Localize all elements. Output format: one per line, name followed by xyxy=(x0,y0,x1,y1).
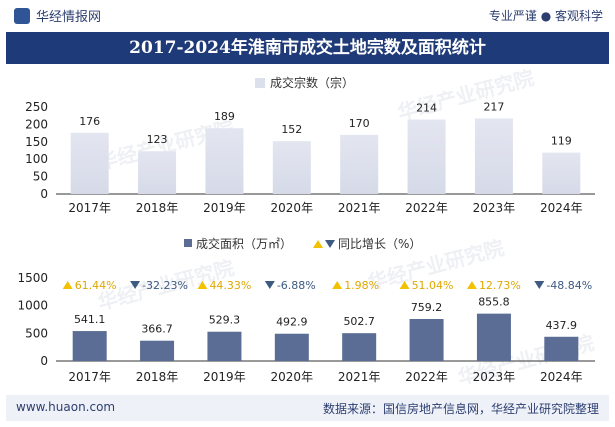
bar-value-label: 437.9 xyxy=(546,319,578,332)
bar-value-label: 119 xyxy=(551,135,572,148)
y-tick-label: 50 xyxy=(33,170,48,184)
x-tick-label: 2018年 xyxy=(136,370,179,384)
bar-value-label: 189 xyxy=(214,110,235,123)
brand: 华经情报网 xyxy=(14,6,101,25)
x-tick-label: 2021年 xyxy=(338,370,381,384)
bar-count xyxy=(205,128,244,194)
x-tick-label: 2023年 xyxy=(473,370,516,384)
legend-swatch-count xyxy=(255,78,265,88)
bar-count xyxy=(542,152,581,194)
bar-value-label: 541.1 xyxy=(74,313,106,326)
bar-area xyxy=(274,333,309,361)
bar-count xyxy=(474,118,513,194)
growth-up-triangle-icon xyxy=(466,281,477,289)
x-tick-label: 2021年 xyxy=(338,201,381,215)
growth-up-triangle-icon xyxy=(399,281,410,289)
bar-value-label: 176 xyxy=(79,115,100,128)
bar-area xyxy=(544,336,579,361)
growth-down-triangle-icon xyxy=(534,281,545,289)
growth-up-triangle-icon xyxy=(197,281,208,289)
x-tick-label: 2018年 xyxy=(136,201,179,215)
bar-count xyxy=(272,141,311,194)
y-tick-label: 150 xyxy=(25,135,48,149)
x-tick-label: 2017年 xyxy=(68,370,111,384)
y-tick-label: 1500 xyxy=(17,271,48,285)
bar-count xyxy=(340,134,379,194)
x-tick-label: 2023年 xyxy=(473,201,516,215)
brand-logo-icon xyxy=(14,7,30,24)
x-tick-label: 2020年 xyxy=(271,201,314,215)
bar-area xyxy=(72,331,107,361)
y-tick-label: 100 xyxy=(25,152,48,166)
bar-value-label: 170 xyxy=(349,117,370,130)
growth-label: -32.23% xyxy=(142,279,188,292)
bar-count xyxy=(407,119,446,194)
y-tick-label: 250 xyxy=(25,100,48,114)
top-chart: 成交宗数（宗） 0 50 100 150 200 250 176 2017年 123 2018年 18… xyxy=(25,75,595,215)
bar-value-label: 855.8 xyxy=(478,296,510,309)
growth-label: 51.04% xyxy=(412,279,454,292)
growth-label: 44.33% xyxy=(209,279,251,292)
x-tick-label: 2022年 xyxy=(405,370,448,384)
growth-label: -48.84% xyxy=(546,279,592,292)
watermark-text: 华经产业研究院 xyxy=(395,65,536,124)
data-source: 数据来源：国信房地产信息网，华经产业研究院整理 xyxy=(322,402,599,416)
bar-value-label: 123 xyxy=(147,133,168,146)
legend-label-area: 成交面积（万㎡） xyxy=(196,236,292,251)
y-tick-label: 200 xyxy=(25,117,48,131)
bar-value-label: 214 xyxy=(416,102,437,115)
brand-name: 华经情报网 xyxy=(36,10,102,25)
bar-value-label: 217 xyxy=(483,100,504,113)
growth-up-triangle-icon xyxy=(332,281,343,289)
bar-area xyxy=(476,313,511,361)
growth-label: 12.73% xyxy=(479,279,521,292)
legend-up-triangle-icon xyxy=(313,240,323,248)
x-tick-label: 2019年 xyxy=(203,370,246,384)
x-tick-label: 2024年 xyxy=(540,201,583,215)
site-url: www.huaon.com xyxy=(16,400,116,414)
x-tick-label: 2024年 xyxy=(540,370,583,384)
slogan: 专业严谨 ● 客观科学 xyxy=(488,9,603,23)
growth-down-triangle-icon xyxy=(130,281,141,289)
bar-value-label: 502.7 xyxy=(343,315,375,328)
top-bar: 华经情报网 专业严谨 ● 客观科学 xyxy=(0,0,615,30)
bar-value-label: 759.2 xyxy=(411,301,443,314)
legend-label-count: 成交宗数（宗） xyxy=(270,75,354,90)
growth-label: -6.88% xyxy=(277,279,316,292)
y-tick-label: 0 xyxy=(40,187,48,201)
legend-label-growth: 同比增长（%） xyxy=(338,237,421,251)
bottom-chart: 成交面积（万㎡） 同比增长（%） 0 500 1000 1500 541.1 2017年 61.… xyxy=(17,236,595,384)
bar-area xyxy=(207,331,242,361)
growth-down-triangle-icon xyxy=(264,281,275,289)
footer-bar: www.huaon.com 数据来源：国信房地产信息网，华经产业研究院整理 xyxy=(6,395,609,421)
y-tick-label: 500 xyxy=(25,326,48,340)
bar-area xyxy=(342,333,377,361)
bar-area xyxy=(409,318,444,361)
y-tick-label: 0 xyxy=(40,354,48,368)
growth-label: 1.98% xyxy=(344,279,379,292)
bar-value-label: 492.9 xyxy=(276,316,308,329)
bar-value-label: 529.3 xyxy=(209,314,241,327)
legend-swatch-area xyxy=(184,239,192,247)
x-tick-label: 2022年 xyxy=(405,201,448,215)
legend-down-triangle-icon xyxy=(325,240,335,248)
x-tick-label: 2017年 xyxy=(68,201,111,215)
growth-label: 61.44% xyxy=(75,279,117,292)
chart-title: 2017-2024年淮南市成交土地宗数及面积统计 xyxy=(129,38,486,58)
x-tick-label: 2020年 xyxy=(271,370,314,384)
bar-area xyxy=(140,340,175,361)
y-tick-label: 1000 xyxy=(17,299,48,313)
bar-count xyxy=(70,132,109,194)
growth-up-triangle-icon xyxy=(62,281,73,289)
bar-value-label: 152 xyxy=(281,123,302,136)
bar-value-label: 366.7 xyxy=(141,323,173,336)
x-tick-label: 2019年 xyxy=(203,201,246,215)
bar-count xyxy=(138,151,177,194)
title-bar: 2017-2024年淮南市成交土地宗数及面积统计 xyxy=(6,32,609,64)
